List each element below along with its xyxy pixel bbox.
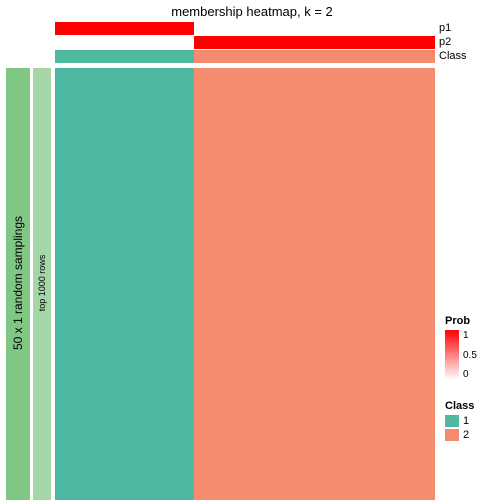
annotation-label: p1 bbox=[439, 22, 451, 34]
legend-class-title: Class bbox=[445, 400, 474, 412]
annotation-row bbox=[55, 36, 435, 49]
legend-class: Class 1 2 bbox=[445, 400, 474, 443]
legend-prob: Prob 10.50 bbox=[445, 315, 477, 380]
legend-prob-title: Prob bbox=[445, 315, 477, 327]
annotation-row bbox=[55, 22, 435, 35]
main-heatmap bbox=[55, 68, 435, 500]
legend-class-item: 1 bbox=[445, 415, 474, 427]
annotation-label: Class bbox=[439, 50, 467, 62]
prob-gradient bbox=[445, 330, 459, 380]
samplings-label: 50 x 1 random samplings bbox=[11, 203, 25, 363]
chart-title: membership heatmap, k = 2 bbox=[0, 4, 504, 19]
prob-tick: 1 bbox=[463, 330, 477, 341]
prob-ticks: 10.50 bbox=[463, 330, 477, 380]
annotation-label: p2 bbox=[439, 36, 451, 48]
prob-tick: 0 bbox=[463, 369, 477, 380]
prob-tick: 0.5 bbox=[463, 350, 477, 361]
legend-class-item: 2 bbox=[445, 429, 474, 441]
annotation-row bbox=[55, 50, 435, 63]
rows-label: top 1000 rows bbox=[37, 223, 47, 343]
